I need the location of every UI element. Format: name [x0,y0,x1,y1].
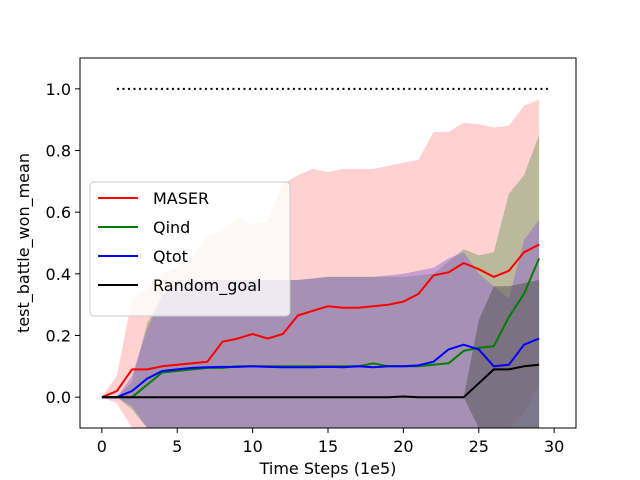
x-tick-label: 25 [469,437,489,456]
y-axis: 0.0 0.2 0.4 0.6 0.8 1.0 [46,80,80,407]
x-tick-label: 10 [242,437,262,456]
y-tick-label: 0.6 [46,203,71,222]
x-axis: 0 5 10 15 20 25 30 [97,428,564,456]
series-lines [101,243,541,399]
y-tick-label: 0.8 [46,142,71,161]
qtot-line [101,337,540,399]
legend-label-maser: MASER [153,189,209,208]
y-tick-label: 1.0 [46,80,71,99]
confidence-bands [101,99,540,428]
y-tick-label: 0.4 [46,265,71,284]
x-tick-label: 30 [544,437,564,456]
y-tick-label: 0.0 [46,388,71,407]
x-tick-label: 20 [393,437,413,456]
maser-band [101,99,540,428]
y-tick-label: 0.2 [46,327,71,346]
legend: MASER Qind Qtot Random_goal [89,181,291,317]
qtot-band [101,219,540,428]
x-tick-label: 5 [172,437,182,456]
legend-label-qtot: Qtot [153,247,188,266]
random-goal-band [101,280,540,428]
legend-label-qind: Qind [153,218,190,237]
maser-line [101,243,540,399]
legend-label-random-goal: Random_goal [153,276,261,296]
legend-box [89,181,291,317]
y-axis-label: test_battle_won_mean [14,153,34,333]
x-tick-label: 15 [318,437,338,456]
qind-band [101,135,540,428]
x-axis-label: Time Steps (1e5) [259,459,397,478]
x-tick-label: 0 [97,437,107,456]
random-goal-line [101,363,540,399]
